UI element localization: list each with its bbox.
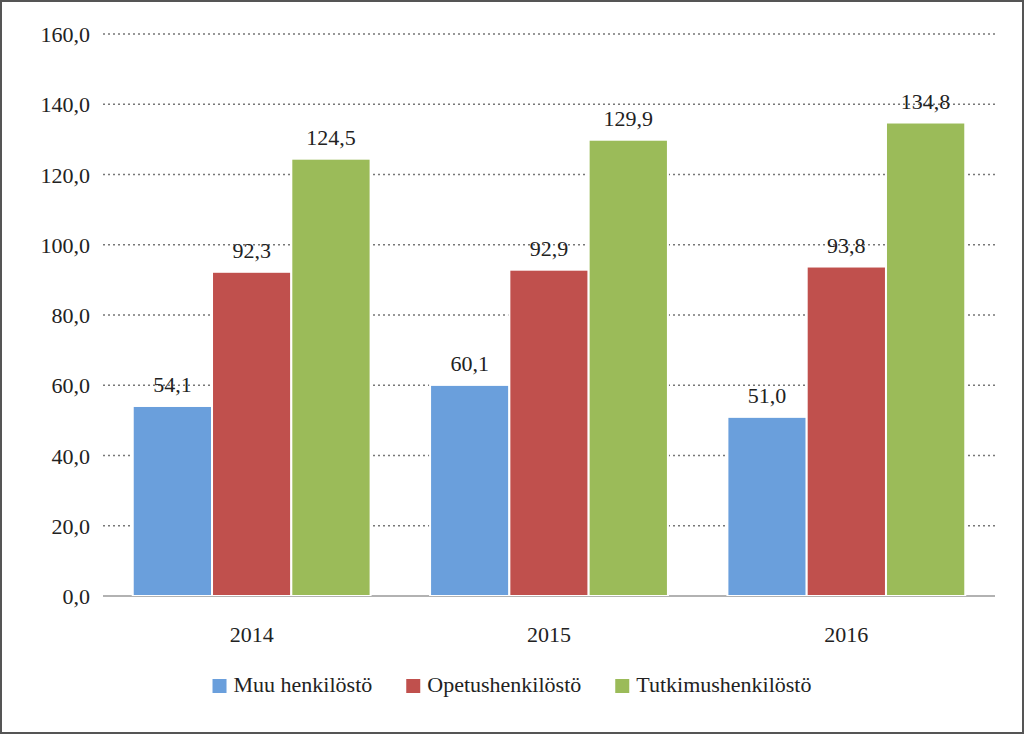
legend-swatch xyxy=(615,679,629,693)
bar xyxy=(727,417,806,596)
data-label: 60,1 xyxy=(450,351,489,376)
data-label: 92,3 xyxy=(232,238,271,263)
data-label: 51,0 xyxy=(748,383,787,408)
data-label: 54,1 xyxy=(153,372,192,397)
legend-swatch xyxy=(406,679,420,693)
y-tick-label: 80,0 xyxy=(52,303,91,328)
bar xyxy=(212,272,291,596)
y-tick-label: 20,0 xyxy=(52,514,91,539)
y-tick-label: 40,0 xyxy=(52,444,91,469)
x-tick-label: 2014 xyxy=(230,622,274,647)
x-tick-label: 2015 xyxy=(527,622,571,647)
grid-line xyxy=(103,104,995,105)
legend-label: Muu henkilöstö xyxy=(234,672,373,697)
bars xyxy=(133,123,966,596)
bar xyxy=(886,123,965,596)
bar xyxy=(509,270,588,596)
data-label: 124,5 xyxy=(306,125,356,150)
bar xyxy=(807,267,886,596)
data-label: 129,9 xyxy=(604,106,654,131)
y-tick-label: 100,0 xyxy=(41,233,91,258)
data-labels: 54,1 92,3 124,5 60,1 92,9 129,9 51,0 93,8 134,8 xyxy=(153,89,950,408)
bar xyxy=(291,159,370,596)
y-tick-label: 0,0 xyxy=(63,584,91,609)
legend-label: Opetushenkilöstö xyxy=(427,672,581,697)
frame xyxy=(1,1,1023,733)
bar xyxy=(589,140,668,596)
grid-line xyxy=(103,174,995,175)
bar xyxy=(430,385,509,596)
data-label: 134,8 xyxy=(901,89,951,114)
data-label: 92,9 xyxy=(530,236,569,261)
legend-label: Tutkimushenkilöstö xyxy=(636,672,811,697)
legend-swatch xyxy=(213,679,227,693)
data-label: 93,8 xyxy=(827,233,866,258)
y-tick-label: 140,0 xyxy=(41,92,91,117)
grid-line xyxy=(103,33,995,34)
legend: Muu henkilöstö Opetushenkilöstö Tutkimushe… xyxy=(213,672,812,697)
bar xyxy=(133,406,212,596)
y-tick-label: 120,0 xyxy=(41,163,91,188)
y-tick-label: 160,0 xyxy=(41,22,91,47)
y-tick-label: 60,0 xyxy=(52,373,91,398)
chart: 0,0 20,0 40,0 60,0 80,0 100,0 120,0 140,0 160,0 5… xyxy=(0,0,1024,734)
x-tick-label: 2016 xyxy=(824,622,868,647)
